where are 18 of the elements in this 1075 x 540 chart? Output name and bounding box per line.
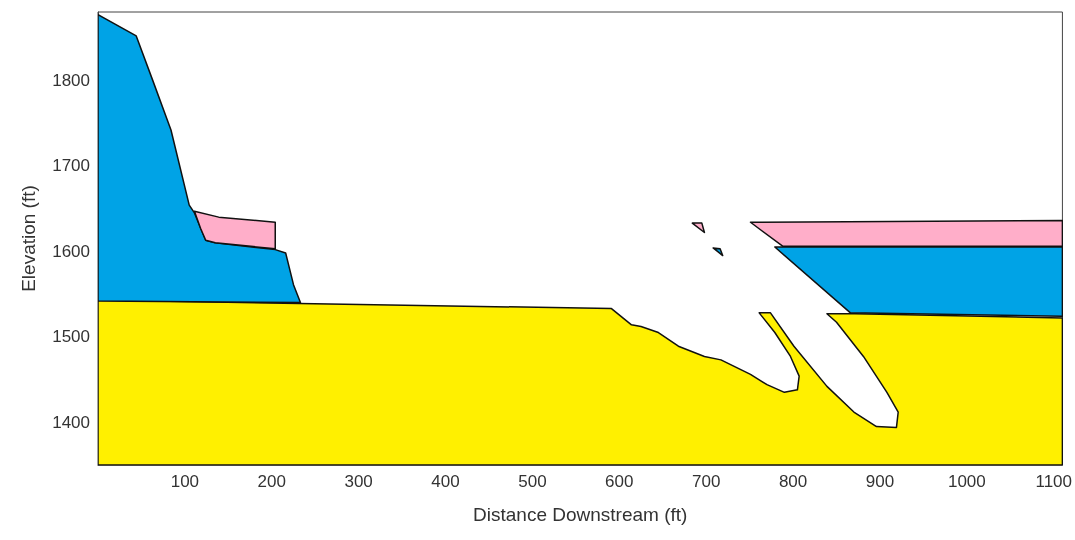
x-tick-label: 800 bbox=[778, 472, 808, 491]
x-tick-label: 400 bbox=[431, 472, 460, 491]
x-axis-title: Distance Downstream (ft) bbox=[473, 504, 688, 525]
x-tick-label: 1000 bbox=[947, 472, 986, 491]
x-tick-label: 700 bbox=[692, 472, 721, 491]
y-tick-label: 1700 bbox=[52, 156, 90, 176]
y-tick-label: 1600 bbox=[52, 241, 90, 261]
x-tick-label: 200 bbox=[257, 472, 286, 491]
x-tick-label: 600 bbox=[605, 472, 634, 491]
x-tick-label: 100 bbox=[170, 472, 200, 491]
x-tick-label: 900 bbox=[865, 472, 895, 491]
x-tick-label: 1100 bbox=[1035, 472, 1072, 491]
x-tick-label: 500 bbox=[518, 472, 547, 491]
y-tick-label: 1400 bbox=[52, 412, 90, 432]
y-axis-title: Elevation (ft) bbox=[18, 185, 39, 292]
y-tick-label: 1500 bbox=[52, 327, 90, 347]
x-tick-label: 300 bbox=[344, 472, 373, 491]
y-tick-label: 1800 bbox=[52, 70, 90, 90]
